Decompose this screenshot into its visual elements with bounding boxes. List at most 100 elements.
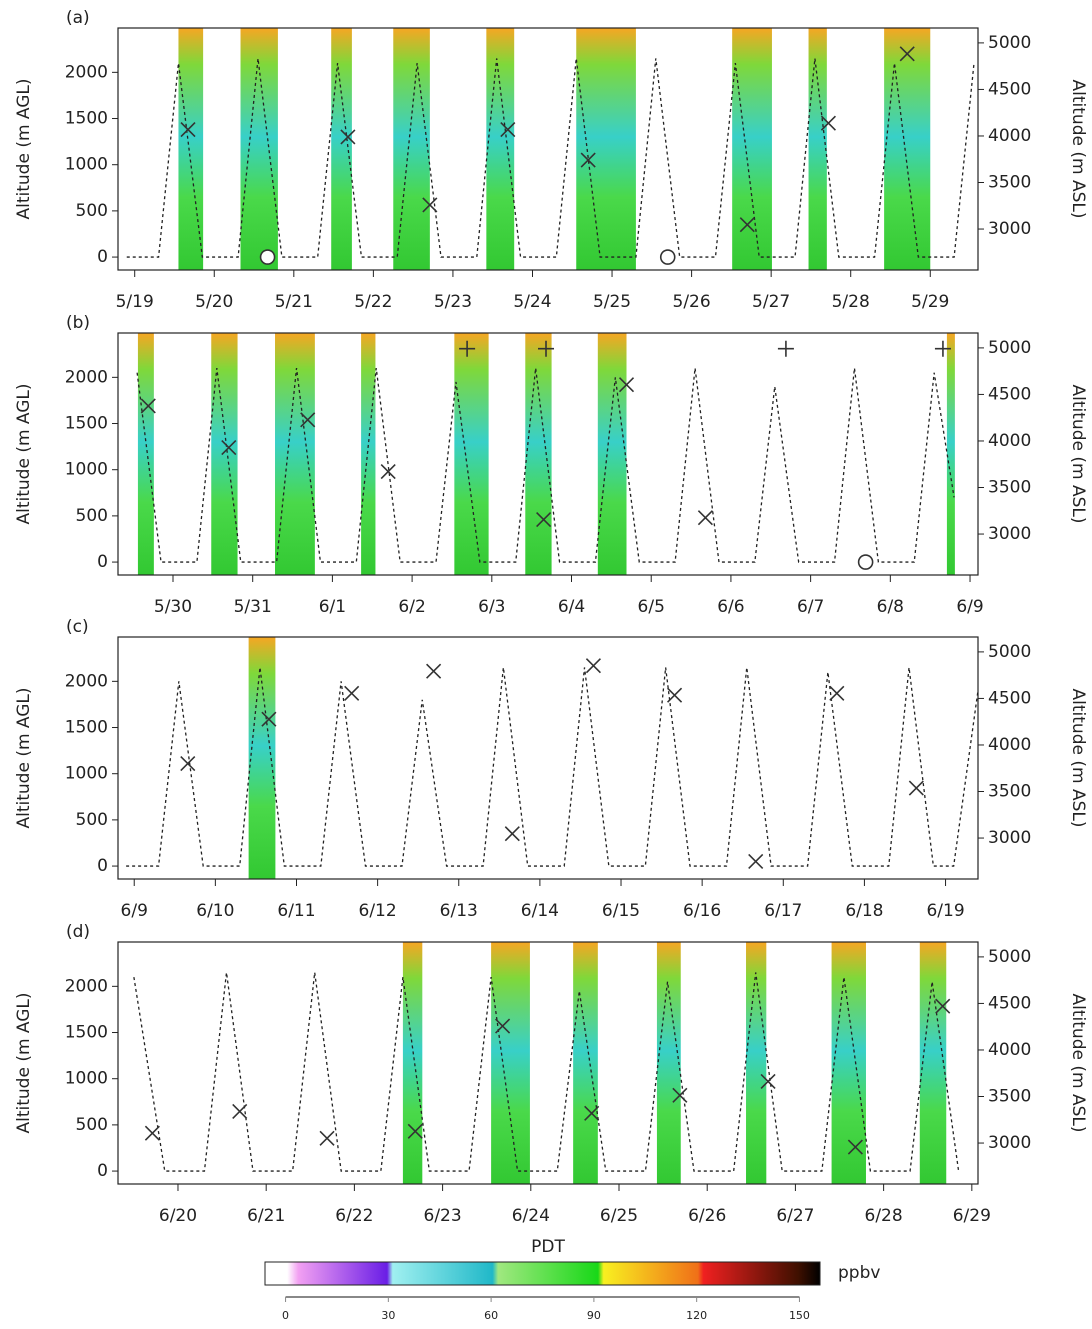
y-tick-label: 1000 (65, 155, 108, 175)
x-marker (500, 122, 516, 138)
y-tick-label: 1500 (65, 1023, 108, 1043)
x-marker (584, 1105, 600, 1121)
y2-tick-label: 5000 (988, 642, 1031, 662)
y-axis-label: Altitude (m AGL) (14, 78, 34, 219)
x-marker (144, 1125, 160, 1141)
x-tick-label: 5/30 (154, 597, 192, 617)
x-tick-label: 5/25 (593, 292, 631, 312)
x-tick-label: 6/17 (764, 901, 802, 921)
x-tick-label: 6/18 (845, 901, 883, 921)
y-tick-label: 2000 (65, 62, 108, 82)
x-marker (585, 658, 601, 674)
lidar-curtain (402, 942, 423, 1184)
y2-tick-label: 3500 (988, 478, 1031, 498)
circle-marker (857, 554, 874, 570)
x-marker (319, 1130, 335, 1146)
x-tick-label: 6/7 (797, 597, 824, 617)
y-tick-label: 500 (76, 201, 108, 221)
y-tick-label: 0 (97, 856, 108, 876)
plus-marker (459, 340, 476, 357)
colorbar-tick-label: 120 (686, 1309, 707, 1322)
y-tick-label: 1500 (65, 414, 108, 434)
x-marker (697, 510, 713, 526)
x-tick-label: 6/13 (440, 901, 478, 921)
y2-axis-label: Altitude (m ASL) (1068, 80, 1088, 219)
x-tick-label: 6/27 (776, 1206, 814, 1226)
x-marker (847, 1139, 863, 1155)
x-tick-label: 5/26 (673, 292, 711, 312)
x-marker (140, 398, 156, 414)
x-marker (495, 1018, 511, 1034)
plot-frame (117, 27, 979, 271)
y-tick-label: 1000 (65, 764, 108, 784)
y-tick-label: 1000 (65, 460, 108, 480)
x-marker (340, 129, 356, 145)
y-tick-label: 0 (97, 247, 108, 267)
lidar-curtain (525, 333, 552, 575)
x-tick-label: 6/20 (159, 1206, 197, 1226)
lidar-curtain (597, 333, 627, 575)
plus-marker (538, 340, 555, 357)
lidar-curtain (656, 942, 681, 1184)
y2-tick-label: 5000 (988, 947, 1031, 967)
panel-label: (c) (66, 617, 89, 637)
x-marker (422, 197, 438, 213)
circle-marker (659, 249, 676, 265)
y2-tick-label: 3000 (988, 524, 1031, 544)
x-marker (908, 780, 924, 796)
circle-marker (259, 249, 276, 265)
x-tick-label: 6/5 (638, 597, 665, 617)
y2-tick-label: 4500 (988, 79, 1031, 99)
boundary-layer-line (133, 972, 960, 1172)
lidar-curtain (361, 333, 376, 575)
x-tick-label: 5/21 (275, 292, 313, 312)
x-tick-label: 6/22 (335, 1206, 373, 1226)
x-tick-label: 6/23 (424, 1206, 462, 1226)
plot-frame (117, 332, 979, 576)
x-tick-label: 6/8 (877, 597, 904, 617)
y2-axis-label: Altitude (m ASL) (1068, 689, 1088, 828)
x-tick-label: 6/9 (121, 901, 148, 921)
x-tick-label: 6/15 (602, 901, 640, 921)
y2-tick-label: 5000 (988, 338, 1031, 358)
x-tick-label: 6/24 (512, 1206, 550, 1226)
x-tick-label: 6/21 (247, 1206, 285, 1226)
x-marker (820, 115, 837, 131)
y-tick-label: 500 (76, 810, 108, 830)
x-marker (748, 853, 764, 870)
colorbar-tick-label: 60 (484, 1309, 498, 1322)
lidar-curtain (732, 28, 772, 270)
x-tick-label: 6/6 (717, 597, 744, 617)
colorbar-tick-label: 150 (789, 1309, 810, 1322)
colorbar-label: ppbv (838, 1263, 880, 1283)
x-tick-label: 6/28 (865, 1206, 903, 1226)
x-tick-label: 6/10 (196, 901, 234, 921)
y2-tick-label: 4000 (988, 126, 1031, 146)
lidar-curtain (240, 28, 278, 270)
y2-tick-label: 4000 (988, 1040, 1031, 1060)
colorbar (264, 1261, 821, 1286)
y-tick-label: 1000 (65, 1069, 108, 1089)
x-marker (618, 377, 635, 393)
y2-tick-label: 4500 (988, 688, 1031, 708)
x-marker (232, 1103, 248, 1120)
x-tick-label: 6/11 (277, 901, 315, 921)
lidar-curtain (746, 942, 767, 1184)
x-marker (504, 826, 520, 842)
x-marker (426, 663, 442, 679)
colorbar-tick-label: 0 (282, 1309, 289, 1322)
x-tick-label: 6/3 (478, 597, 505, 617)
x-marker (739, 217, 755, 233)
lidar-curtain (178, 28, 204, 270)
y-tick-label: 2000 (65, 367, 108, 387)
x-tick-label: 6/26 (688, 1206, 726, 1226)
lidar-curtain (137, 333, 154, 575)
x-marker (829, 685, 845, 701)
x-tick-label: 6/16 (683, 901, 721, 921)
y-axis-label: Altitude (m AGL) (14, 687, 34, 828)
x-tick-label: 6/9 (956, 597, 983, 617)
y2-tick-label: 3000 (988, 219, 1031, 239)
y-axis-label: Altitude (m AGL) (14, 992, 34, 1133)
panel-label: (d) (66, 922, 90, 942)
x-tick-label: 5/29 (911, 292, 949, 312)
